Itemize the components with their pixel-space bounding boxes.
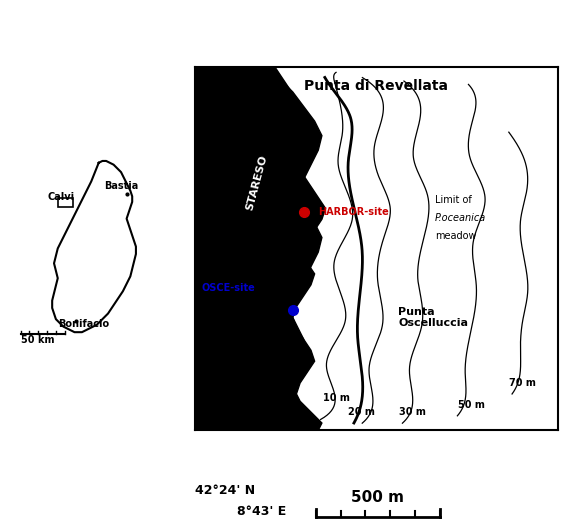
Text: P.oceanica: P.oceanica — [435, 213, 486, 223]
Text: meadow: meadow — [435, 231, 476, 241]
Text: 20 m: 20 m — [349, 407, 376, 417]
Text: Bonifacio: Bonifacio — [58, 319, 109, 328]
Polygon shape — [195, 66, 325, 430]
Text: 50 km: 50 km — [20, 335, 54, 345]
Text: Bastia: Bastia — [104, 181, 138, 191]
Polygon shape — [195, 66, 322, 430]
Text: 70 m: 70 m — [509, 378, 535, 388]
Text: Punta
Oscelluccia: Punta Oscelluccia — [398, 307, 468, 328]
Text: 50 m: 50 m — [457, 400, 484, 410]
Text: Limit of: Limit of — [435, 195, 472, 205]
Bar — [58, 198, 73, 208]
Text: STARESO: STARESO — [244, 154, 268, 212]
Text: 30 m: 30 m — [399, 407, 426, 417]
Text: 42°24' N: 42°24' N — [195, 484, 255, 497]
Text: 10 m: 10 m — [323, 393, 350, 403]
Text: 8°43' E: 8°43' E — [237, 505, 286, 518]
Text: HARBOR-site: HARBOR-site — [318, 207, 389, 217]
Text: Calvi: Calvi — [48, 192, 75, 202]
Text: OSCE-site: OSCE-site — [202, 283, 255, 293]
Text: Punta di Revellata: Punta di Revellata — [305, 79, 448, 93]
Text: 500 m: 500 m — [351, 490, 404, 505]
